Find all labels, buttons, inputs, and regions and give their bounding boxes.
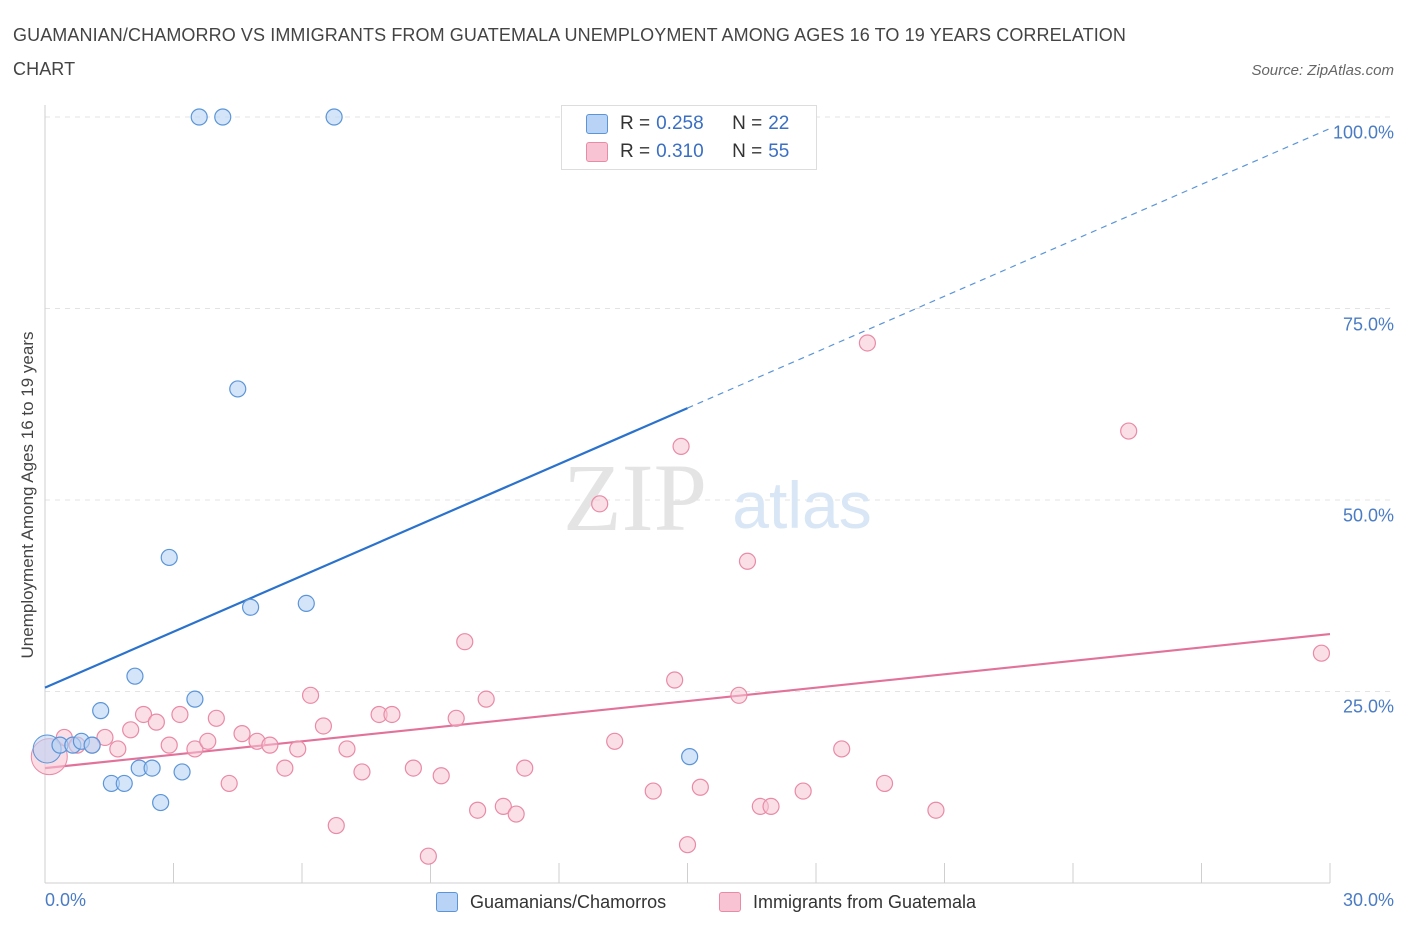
data-point-guatemala bbox=[762, 797, 780, 816]
data-point-guatemala bbox=[314, 717, 333, 735]
data-point-guamanian bbox=[229, 380, 247, 398]
data-point-guatemala bbox=[404, 759, 422, 777]
y-tick-label: 50.0% bbox=[1342, 505, 1394, 526]
data-point-guamanian bbox=[143, 759, 161, 777]
pink-swatch-icon bbox=[586, 142, 608, 162]
n-label: N = bbox=[732, 141, 763, 162]
y-tick-label: 100.0% bbox=[1332, 122, 1394, 143]
data-point-guamanian bbox=[152, 793, 170, 812]
stats-legend: R = 0.258 N = 22 R = 0.310 N = 55 bbox=[561, 105, 817, 170]
blue-swatch-icon bbox=[436, 892, 458, 912]
data-point-guatemala bbox=[833, 740, 851, 758]
legend-item-guamanians[interactable]: Guamanians/Chamorros bbox=[436, 889, 666, 915]
data-point-guatemala bbox=[220, 774, 238, 793]
data-point-guatemala bbox=[261, 736, 279, 754]
data-point-guatemala bbox=[301, 686, 320, 704]
data-point-guamanian bbox=[160, 548, 178, 567]
source-label: Source: ZipAtlas.com bbox=[1251, 62, 1394, 79]
data-point-guatemala bbox=[276, 759, 294, 777]
r-value: 0.258 bbox=[656, 113, 704, 134]
data-point-guatemala bbox=[875, 774, 894, 793]
trend-line-guamanian bbox=[44, 407, 688, 689]
trend-line-guatemala bbox=[44, 632, 1331, 770]
x-tick-label: 30.0% bbox=[1342, 890, 1394, 910]
data-point-guamanian bbox=[297, 594, 315, 613]
data-point-guatemala bbox=[1120, 422, 1138, 440]
pink-swatch-icon bbox=[719, 892, 741, 912]
legend-item-guatemala[interactable]: Immigrants from Guatemala bbox=[719, 889, 976, 915]
n-value: 22 bbox=[768, 113, 790, 134]
legend-row-guamanian: R = 0.258 N = 22 bbox=[586, 112, 789, 136]
data-point-guatemala bbox=[477, 690, 495, 708]
data-point-guatemala bbox=[338, 740, 356, 758]
blue-swatch-icon bbox=[586, 114, 608, 134]
data-point-guatemala bbox=[516, 759, 534, 777]
data-point-guatemala bbox=[233, 725, 251, 743]
x-tick-label: 0.0% bbox=[45, 890, 87, 910]
legend-row-guatemala: R = 0.310 N = 55 bbox=[586, 140, 789, 164]
data-point-guatemala bbox=[469, 801, 487, 819]
data-point-guatemala bbox=[456, 633, 474, 651]
data-point-guatemala bbox=[447, 709, 465, 727]
data-point-guatemala bbox=[730, 686, 748, 704]
legend-label: Immigrants from Guatemala bbox=[753, 891, 977, 912]
data-point-guamanian bbox=[214, 108, 232, 126]
r-label: R = bbox=[620, 113, 651, 134]
data-point-guatemala bbox=[109, 740, 127, 758]
data-point-guatemala bbox=[134, 705, 153, 724]
data-point-guatemala bbox=[96, 728, 114, 747]
data-point-guatemala bbox=[507, 805, 525, 823]
data-point-guatemala bbox=[606, 732, 624, 750]
data-point-guatemala bbox=[927, 801, 945, 819]
data-point-guatemala bbox=[383, 705, 401, 724]
data-point-guatemala bbox=[691, 778, 709, 796]
data-point-guatemala bbox=[199, 732, 217, 750]
data-point-guatemala bbox=[186, 740, 204, 758]
y-tick-label: 75.0% bbox=[1342, 314, 1394, 335]
trend-line-guamanian-projection bbox=[687, 127, 1331, 409]
data-point-guatemala bbox=[678, 836, 697, 854]
data-point-guatemala bbox=[207, 709, 225, 727]
y-tick-label: 25.0% bbox=[1342, 696, 1394, 717]
r-value: 0.310 bbox=[656, 141, 704, 162]
data-point-guamanian bbox=[126, 667, 144, 685]
data-point-guatemala bbox=[327, 816, 345, 835]
n-label: N = bbox=[732, 113, 763, 134]
data-point-guatemala bbox=[432, 767, 450, 785]
watermark-zip: ZIP bbox=[563, 444, 707, 551]
data-point-guatemala bbox=[1312, 644, 1331, 662]
data-point-guatemala bbox=[738, 552, 757, 570]
data-point-guamanian bbox=[242, 598, 260, 616]
chart-title: GUAMANIAN/CHAMORRO VS IMMIGRANTS FROM GU… bbox=[13, 25, 1127, 79]
data-points bbox=[30, 108, 1331, 865]
data-point-guatemala bbox=[494, 797, 512, 816]
watermark-atlas: atlas bbox=[732, 468, 871, 542]
data-point-guatemala bbox=[591, 495, 609, 513]
data-point-guamanian bbox=[173, 763, 191, 781]
data-point-guamanian bbox=[681, 748, 699, 766]
data-point-guamanian bbox=[115, 774, 133, 793]
data-point-guamanian bbox=[190, 108, 208, 126]
data-point-guatemala bbox=[289, 740, 307, 758]
legend-label: Guamanians/Chamorros bbox=[470, 891, 667, 912]
n-value: 55 bbox=[768, 141, 790, 162]
r-label: R = bbox=[620, 141, 651, 162]
data-point-guatemala bbox=[644, 782, 662, 800]
data-point-guamanian bbox=[92, 702, 110, 720]
data-point-guamanian bbox=[186, 690, 204, 708]
data-point-guatemala bbox=[858, 334, 877, 352]
data-point-guatemala bbox=[353, 763, 371, 781]
data-point-guatemala bbox=[160, 736, 178, 754]
data-point-guatemala bbox=[794, 782, 812, 800]
data-point-guatemala bbox=[147, 713, 165, 731]
data-point-guatemala bbox=[171, 705, 189, 724]
data-point-guamanian bbox=[325, 108, 343, 126]
data-point-guatemala bbox=[666, 671, 684, 689]
data-point-guatemala bbox=[672, 437, 690, 455]
watermark: ZIP atlas bbox=[563, 444, 872, 551]
data-point-guatemala bbox=[419, 847, 437, 865]
data-point-guatemala bbox=[122, 721, 140, 739]
data-point-guamanian bbox=[83, 736, 101, 754]
